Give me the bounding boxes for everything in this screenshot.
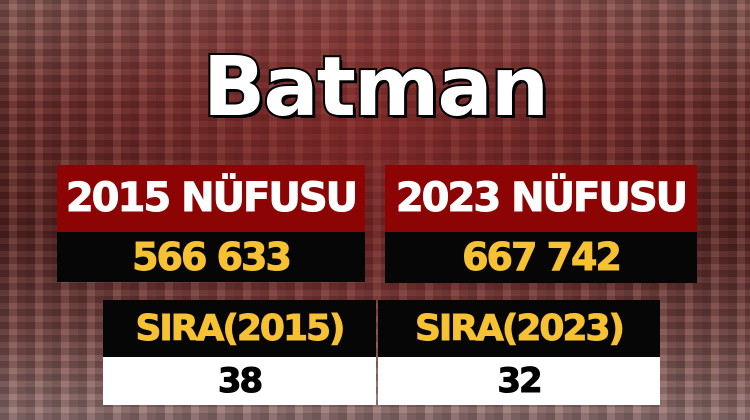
rank-2015-label: SIRA(2015)	[103, 300, 376, 357]
population-2015-value: 566 633	[57, 232, 365, 282]
population-2023-value: 667 742	[385, 232, 697, 283]
rank-2023-label: SIRA(2023)	[378, 300, 660, 357]
population-2023-card: 2023 NÜFUSU 667 742	[385, 165, 697, 283]
rank-2015-card: SIRA(2015) 38	[103, 300, 376, 405]
city-title: Batman	[201, 38, 551, 137]
population-2015-card: 2015 NÜFUSU 566 633	[57, 165, 365, 282]
rank-2023-card: SIRA(2023) 32	[378, 300, 660, 405]
rank-2015-value: 38	[103, 357, 376, 405]
population-2015-label: 2015 NÜFUSU	[57, 165, 365, 232]
population-2023-label: 2023 NÜFUSU	[385, 165, 697, 232]
rank-2023-value: 32	[378, 357, 660, 405]
